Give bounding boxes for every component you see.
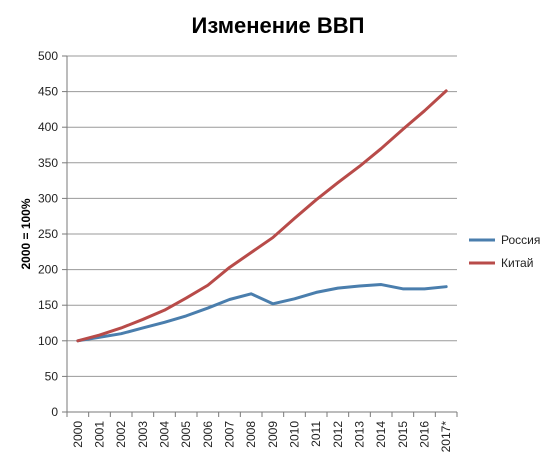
y-tick-label: 50	[45, 369, 59, 383]
legend: Россия Китай	[469, 233, 540, 270]
series-line-1	[76, 283, 448, 343]
x-tick-label: 2005	[179, 421, 193, 448]
x-tick-label: 2011	[309, 421, 323, 447]
x-tick-label: 2010	[288, 421, 302, 448]
x-tick-label: 2001	[93, 421, 107, 448]
x-tick-labels: 2000 2001 2002 2003 2004 2005 2006 2007 2008 2009…	[71, 421, 453, 453]
x-tick-label: 2017*	[439, 421, 453, 453]
chart-title: Изменение ВВП	[192, 13, 365, 38]
x-tick-label: 2015	[396, 421, 410, 448]
y-tick-label: 100	[38, 334, 58, 348]
x-tick-label: 2014	[374, 421, 388, 448]
series-lines	[76, 89, 448, 343]
x-tick-label: 2002	[114, 421, 128, 448]
series-line-2	[76, 89, 448, 343]
y-tick-labels: 0 50 100 150 200 250 300 350 400 450 500	[38, 49, 58, 419]
y-tick-label: 300	[38, 191, 58, 205]
x-tick-label: 2013	[353, 421, 367, 448]
x-tick-label: 2009	[266, 421, 280, 448]
x-tick-label: 2004	[158, 421, 172, 448]
y-tick-label: 150	[38, 298, 58, 312]
x-tick-label: 2007	[223, 421, 237, 448]
y-tick-label: 400	[38, 120, 58, 134]
x-tick-label: 2008	[244, 421, 258, 448]
x-tick-label: 2006	[201, 421, 215, 448]
y-tick-label: 200	[38, 263, 58, 277]
y-axis-label: 2000 = 100%	[19, 198, 33, 269]
legend-label: Китай	[501, 256, 533, 270]
y-tick-label: 0	[51, 405, 58, 419]
y-tick-label: 250	[38, 227, 58, 241]
y-tick-label: 450	[38, 85, 58, 99]
x-tick-label: 2000	[71, 421, 85, 448]
legend-label: Россия	[501, 233, 540, 247]
grid-lines	[62, 55, 458, 417]
y-tick-label: 350	[38, 156, 58, 170]
x-tick-label: 2016	[418, 421, 432, 448]
y-tick-label: 500	[38, 49, 58, 63]
x-tick-label: 2012	[331, 421, 345, 448]
x-tick-label: 2003	[136, 421, 150, 448]
